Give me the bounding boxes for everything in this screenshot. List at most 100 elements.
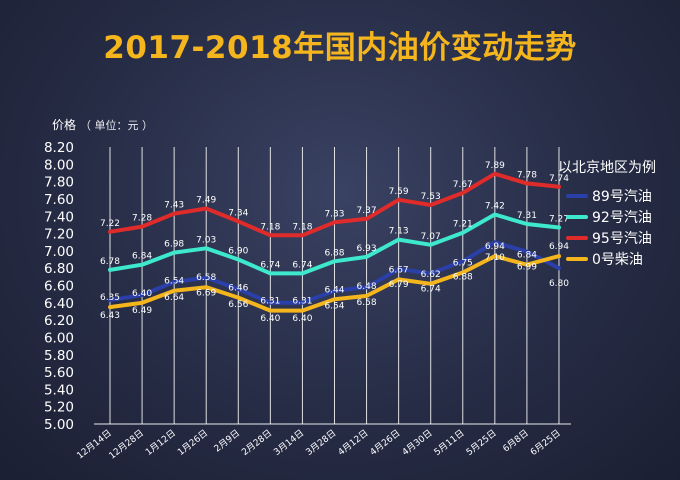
legend-swatch [566, 193, 588, 198]
y-tick-label: 6.00 [44, 330, 74, 346]
data-label: 6.58 [357, 298, 377, 308]
y-tick-label: 7.20 [44, 227, 74, 243]
data-label: 6.48 [357, 282, 377, 292]
y-tick-label: 6.60 [44, 279, 74, 295]
data-label: 7.31 [517, 211, 537, 221]
data-label: 7.33 [324, 209, 344, 219]
x-tick-label: 1月12日 [143, 428, 178, 458]
x-tick-label: 1月26日 [176, 428, 211, 458]
data-label: 7.18 [260, 222, 280, 232]
legend-label: 89号汽油 [592, 188, 652, 205]
legend-swatch [566, 214, 588, 219]
data-label: 6.31 [260, 297, 280, 307]
data-label: 7.18 [292, 222, 312, 232]
y-axis-unit: （ 单位：元 ） [80, 119, 154, 132]
y-tick-label: 7.60 [44, 192, 74, 208]
x-tick-label: 3月28日 [304, 428, 339, 458]
data-label: 6.40 [260, 314, 280, 324]
y-tick-label: 5.80 [44, 348, 74, 364]
data-label: 6.88 [324, 248, 344, 258]
legend-items: 89号汽油 92号汽油 95号汽油 0号柴油 [566, 185, 656, 269]
y-tick-label: 6.40 [44, 296, 74, 312]
data-label: 6.43 [100, 311, 120, 321]
legend-item: 0号柴油 [566, 248, 656, 269]
legend-label: 0号柴油 [592, 251, 643, 268]
legend-label: 92号汽油 [592, 209, 652, 226]
data-label: 7.53 [421, 192, 441, 202]
x-tick-label: 5月11日 [432, 428, 467, 458]
y-tick-label: 6.80 [44, 261, 74, 277]
legend-item: 92号汽油 [566, 206, 656, 227]
series-line-2 [108, 171, 561, 238]
x-tick-label: 4月30日 [400, 428, 435, 458]
data-label: 6.64 [164, 293, 184, 303]
x-tick-label: 3月14日 [272, 428, 307, 458]
data-label: 6.49 [132, 306, 152, 316]
data-label: 7.13 [389, 227, 409, 237]
series-line-3 [108, 254, 561, 313]
legend-item: 89号汽油 [566, 185, 656, 206]
data-label: 6.88 [453, 272, 473, 282]
legend-item: 95号汽油 [566, 227, 656, 248]
data-label: 7.37 [357, 206, 377, 216]
data-label: 7.22 [100, 219, 120, 229]
data-label: 7.74 [549, 174, 569, 184]
data-label: 7.27 [549, 215, 569, 225]
y-axis-label: 价格（ 单位：元 ） [52, 116, 153, 133]
data-label: 6.31 [292, 297, 312, 307]
data-label: 6.46 [228, 284, 248, 294]
data-label: 6.56 [228, 300, 248, 310]
data-label: 7.10 [485, 253, 505, 263]
data-label: 7.59 [389, 187, 409, 197]
data-label: 6.54 [164, 277, 184, 287]
data-label: 6.74 [421, 284, 441, 294]
data-label: 7.34 [228, 208, 248, 218]
y-tick-label: 7.00 [44, 244, 74, 260]
data-label: 6.84 [132, 252, 152, 262]
y-tick-label: 5.40 [44, 382, 74, 398]
data-label: 7.67 [453, 180, 473, 190]
y-tick-label: 5.00 [44, 417, 74, 433]
data-label: 6.67 [389, 265, 409, 275]
data-label: 7.03 [196, 235, 216, 245]
data-label: 6.90 [228, 247, 248, 257]
data-label: 6.99 [517, 263, 537, 273]
data-label: 7.89 [485, 161, 505, 171]
data-label: 6.84 [517, 251, 537, 261]
data-label: 6.69 [196, 289, 216, 299]
data-label: 6.93 [357, 244, 377, 254]
x-tick-label: 6月25日 [528, 428, 563, 458]
x-tick-label: 2月9日 [212, 428, 242, 455]
data-label: 7.07 [421, 232, 441, 242]
data-label: 6.40 [292, 314, 312, 324]
y-tick-label: 5.20 [44, 400, 74, 416]
data-label: 6.74 [292, 260, 312, 270]
y-tick-label: 8.20 [44, 140, 74, 156]
x-tick-label: 4月26日 [368, 428, 403, 458]
legend-title: 以北京地区为例 [558, 160, 656, 176]
data-label: 6.62 [421, 270, 441, 280]
data-label: 6.44 [324, 285, 344, 295]
y-tick-label: 5.60 [44, 365, 74, 381]
chart-title: 2017-2018年国内油价变动走势 [103, 30, 577, 66]
series-line-1 [108, 212, 561, 276]
data-label: 7.78 [517, 170, 537, 180]
data-label: 6.94 [485, 242, 505, 252]
series-line-0 [108, 240, 561, 305]
data-label: 6.58 [196, 273, 216, 283]
x-tick-label: 6月8日 [501, 428, 531, 455]
data-label: 6.98 [164, 240, 184, 250]
x-tick-label: 12月28日 [107, 428, 146, 462]
data-label: 6.80 [549, 279, 569, 289]
data-label: 6.40 [132, 289, 152, 299]
y-tick-label: 7.40 [44, 209, 74, 225]
data-label: 6.78 [100, 257, 120, 267]
data-label: 6.54 [324, 302, 344, 312]
data-label: 7.49 [196, 195, 216, 205]
legend-swatch [566, 256, 588, 261]
x-tick-label: 2月28日 [240, 428, 275, 458]
data-label: 6.35 [100, 293, 120, 303]
x-tick-label: 4月12日 [336, 428, 371, 458]
legend: 以北京地区为例 89号汽油 92号汽油 95号汽油 0号柴油 [558, 157, 656, 269]
